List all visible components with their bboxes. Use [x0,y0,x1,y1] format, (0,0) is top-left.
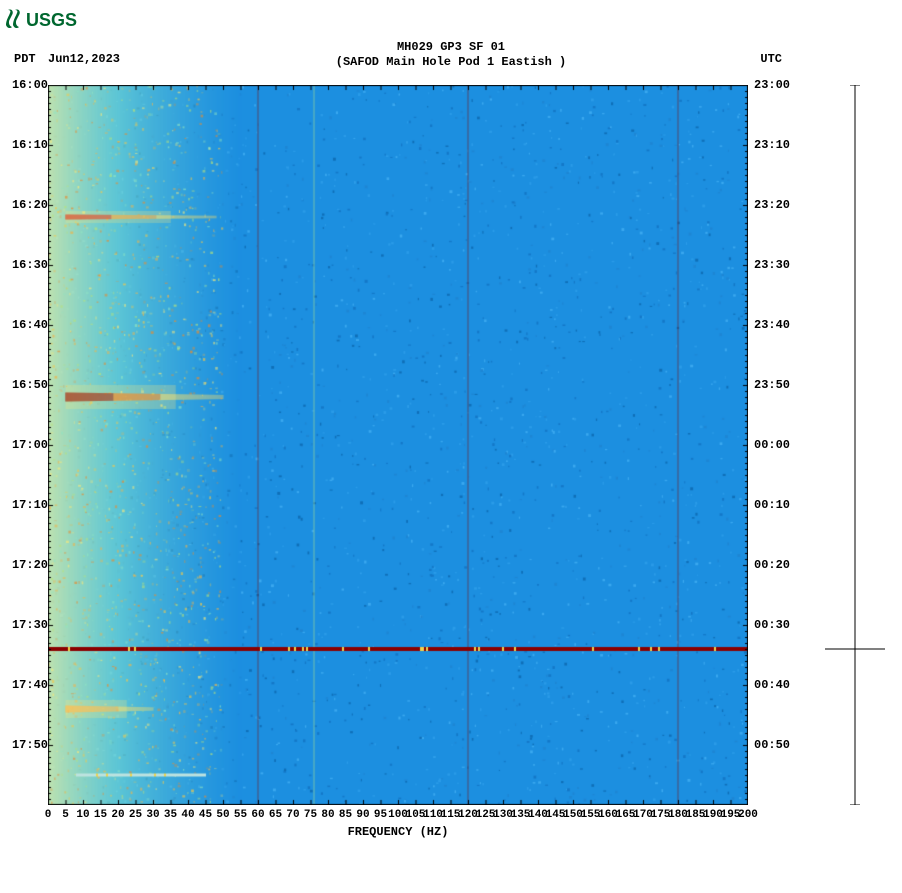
x-tick: 25 [129,809,142,821]
x-tick: 65 [269,809,282,821]
y-tick-right: 23:40 [754,318,798,332]
x-tick: 50 [216,809,229,821]
y-tick-left: 17:10 [4,498,48,512]
x-tick: 75 [304,809,317,821]
x-tick: 95 [374,809,387,821]
y-tick-left: 17:40 [4,678,48,692]
x-tick: 85 [339,809,352,821]
x-tick: 90 [356,809,369,821]
x-tick: 55 [234,809,247,821]
usgs-logo: USGS [6,6,94,32]
y-tick-right: 00:10 [754,498,798,512]
y-tick-right: 23:20 [754,198,798,212]
svg-text:USGS: USGS [26,10,77,30]
x-axis-label: FREQUENCY (HZ) [48,825,748,839]
y-tick-right: 00:50 [754,738,798,752]
y-tick-left: 16:10 [4,138,48,152]
x-tick: 200 [738,809,758,821]
y-tick-right: 23:30 [754,258,798,272]
timezone-left: PDT [14,52,36,66]
right-marker-strip [820,85,890,805]
y-axis-right: 23:0023:1023:2023:3023:4023:5000:0000:10… [754,85,798,805]
y-tick-right: 00:00 [754,438,798,452]
x-tick: 80 [321,809,334,821]
y-tick-right: 00:30 [754,618,798,632]
y-tick-left: 16:40 [4,318,48,332]
x-tick: 30 [146,809,159,821]
x-tick: 40 [181,809,194,821]
date-label: Jun12,2023 [48,52,120,66]
y-tick-left: 17:00 [4,438,48,452]
x-tick: 60 [251,809,264,821]
x-tick: 35 [164,809,177,821]
x-tick: 0 [45,809,52,821]
x-tick: 10 [76,809,89,821]
x-tick: 15 [94,809,107,821]
y-axis-left: 16:0016:1016:2016:3016:4016:5017:0017:10… [4,85,48,805]
spectrogram-plot [48,85,748,805]
y-tick-right: 00:40 [754,678,798,692]
timezone-right: UTC [760,52,782,66]
y-tick-left: 17:50 [4,738,48,752]
x-tick: 70 [286,809,299,821]
y-tick-right: 23:10 [754,138,798,152]
right-marker-svg [820,85,890,805]
y-tick-right: 00:20 [754,558,798,572]
x-axis: 0510152025303540455055606570758085909510… [48,809,748,849]
y-tick-left: 17:20 [4,558,48,572]
y-tick-right: 23:00 [754,78,798,92]
y-tick-left: 16:20 [4,198,48,212]
y-tick-right: 23:50 [754,378,798,392]
y-tick-left: 16:00 [4,78,48,92]
spectrogram-canvas [48,85,748,805]
y-tick-left: 16:50 [4,378,48,392]
x-tick: 45 [199,809,212,821]
x-tick: 5 [62,809,69,821]
y-tick-left: 17:30 [4,618,48,632]
x-tick: 20 [111,809,124,821]
y-tick-left: 16:30 [4,258,48,272]
